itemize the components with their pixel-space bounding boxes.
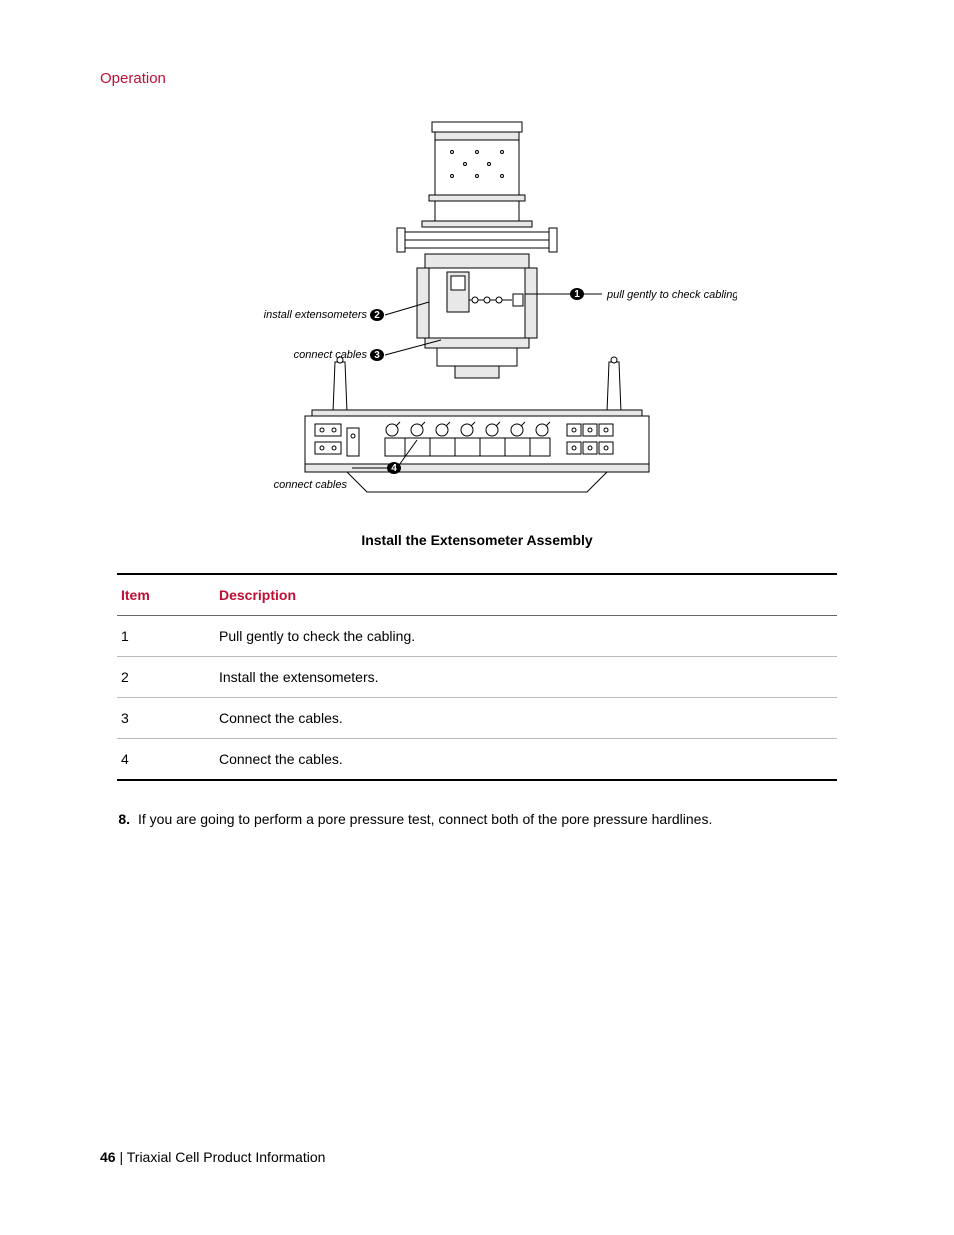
cell-item: 4 bbox=[117, 739, 215, 781]
step-number: 8. bbox=[100, 811, 130, 827]
step-text: If you are going to perform a pore press… bbox=[138, 811, 712, 827]
cell-desc: Install the extensometers. bbox=[215, 657, 837, 698]
section-header: Operation bbox=[100, 70, 854, 87]
cell-item: 3 bbox=[117, 698, 215, 739]
cell-item: 1 bbox=[117, 616, 215, 657]
svg-text:2: 2 bbox=[374, 310, 380, 321]
cell-desc: Connect the cables. bbox=[215, 739, 837, 781]
page-number: 46 bbox=[100, 1149, 116, 1165]
description-table: Item Description 1 Pull gently to check … bbox=[117, 573, 837, 781]
col-item-header: Item bbox=[117, 574, 215, 616]
table-row: 2 Install the extensometers. bbox=[117, 657, 837, 698]
callout-3-label: connect cables bbox=[294, 349, 368, 361]
callout-1-label: pull gently to check cabling bbox=[606, 289, 737, 301]
cell-desc: Connect the cables. bbox=[215, 698, 837, 739]
assembly-diagram: 1 2 3 4 pull gently to check cabling ins… bbox=[217, 112, 737, 512]
figure: 1 2 3 4 pull gently to check cabling ins… bbox=[100, 112, 854, 517]
callout-4-label: connect cables bbox=[274, 479, 348, 491]
figure-caption: Install the Extensometer Assembly bbox=[100, 532, 854, 548]
footer-title: Triaxial Cell Product Information bbox=[127, 1149, 326, 1165]
page-footer: 46 | Triaxial Cell Product Information bbox=[100, 1149, 325, 1165]
col-desc-header: Description bbox=[215, 574, 837, 616]
table-row: 1 Pull gently to check the cabling. bbox=[117, 616, 837, 657]
table-row: 3 Connect the cables. bbox=[117, 698, 837, 739]
svg-text:4: 4 bbox=[391, 463, 397, 474]
table-row: 4 Connect the cables. bbox=[117, 739, 837, 781]
svg-text:1: 1 bbox=[574, 289, 580, 300]
cell-desc: Pull gently to check the cabling. bbox=[215, 616, 837, 657]
cell-item: 2 bbox=[117, 657, 215, 698]
footer-sep: | bbox=[116, 1149, 127, 1165]
callout-2-label: install extensometers bbox=[264, 309, 368, 321]
step-8: 8. If you are going to perform a pore pr… bbox=[100, 811, 844, 827]
svg-text:3: 3 bbox=[374, 350, 380, 361]
